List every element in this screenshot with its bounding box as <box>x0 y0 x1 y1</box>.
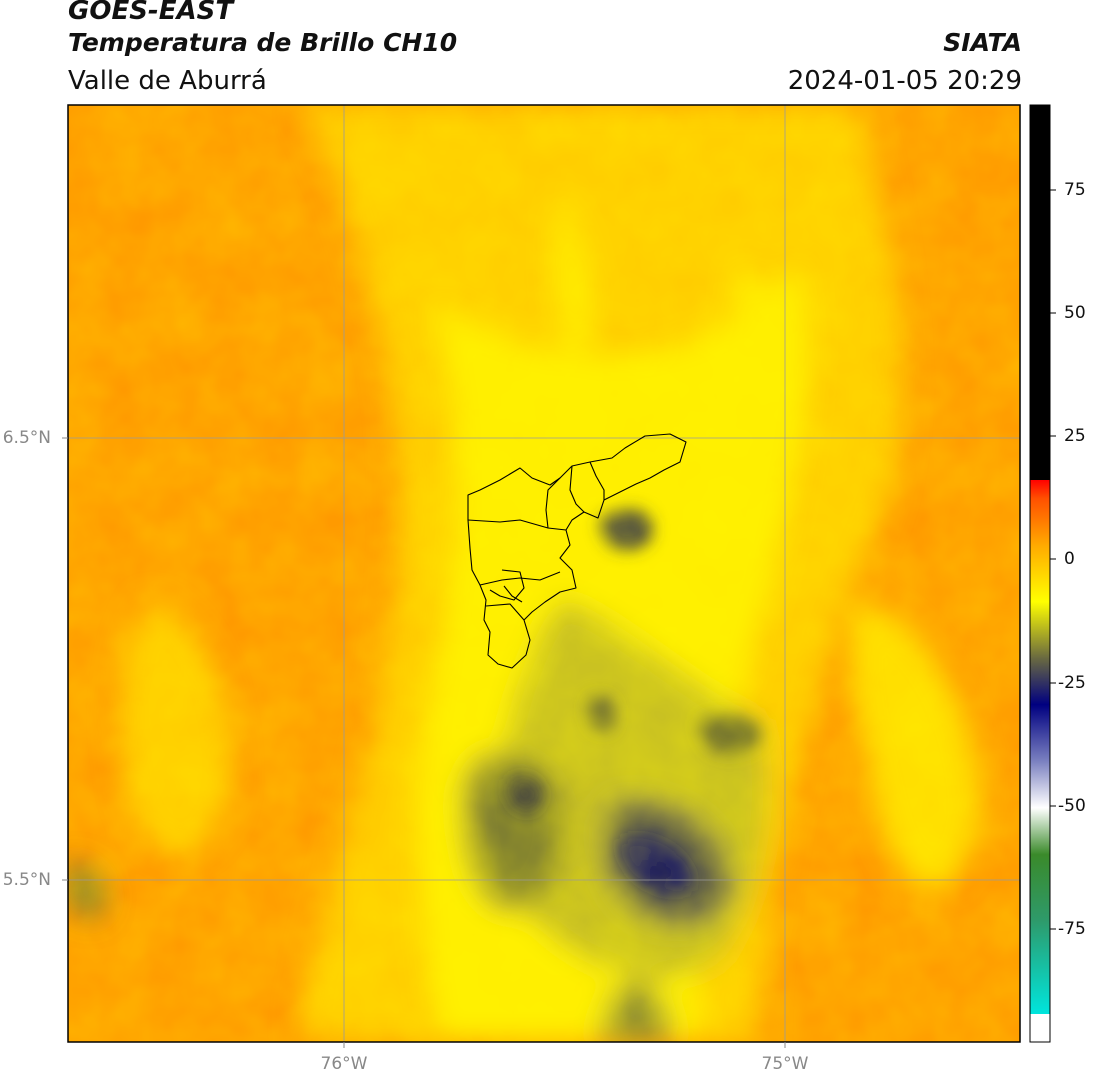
lat-label-5-5n: 5.5°N <box>2 870 51 890</box>
lat-tick-marks <box>62 437 786 1048</box>
colorbar-tick-75: 75 <box>1064 180 1086 200</box>
datetime-label: 2024-01-05 20:29 <box>787 66 1022 96</box>
graticule <box>68 105 1020 1042</box>
source-label: SIATA <box>943 28 1022 57</box>
product-title: Temperatura de Brillo CH10 <box>68 28 458 57</box>
lon-label-76w: 76°W <box>320 1054 368 1074</box>
colorbar-tick-0: 0 <box>1064 549 1075 569</box>
colorbar-tick-25: 25 <box>1064 426 1086 446</box>
colorbar-tick-minus-75: -75 <box>1058 919 1086 939</box>
region-label: Valle de Aburrá <box>68 66 267 96</box>
colorbar <box>1029 104 1056 1043</box>
colorbar-tick-minus-25: -25 <box>1058 673 1086 693</box>
colorbar-tick-50: 50 <box>1064 303 1086 323</box>
municipal-boundaries <box>467 433 687 669</box>
brightness-temperature-field <box>68 105 1020 1042</box>
lat-label-6-5n: 6.5°N <box>2 428 51 448</box>
satellite-title: GOES-EAST <box>68 0 234 26</box>
map-frame <box>67 104 1021 1043</box>
colorbar-tick-minus-50: -50 <box>1058 796 1086 816</box>
lon-label-75w: 75°W <box>761 1054 809 1074</box>
